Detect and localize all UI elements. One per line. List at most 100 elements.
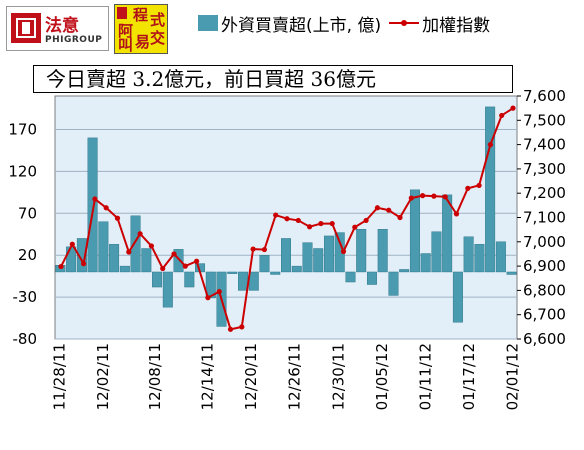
index-point [205,295,211,301]
y-left-tick-label: 170 [8,121,37,139]
index-point [318,220,324,227]
brand-mark-icon [117,7,127,19]
x-tick-label: 12/26/11 [286,343,304,410]
y-right-tick-label: 7,100 [523,209,566,227]
index-point [239,324,245,330]
bar [109,244,120,273]
bar [474,244,485,273]
bar [366,271,377,285]
index-point [92,196,98,202]
bar [356,229,367,273]
bar [506,271,517,275]
y-right-tick-label: 7,500 [523,111,566,129]
bar [119,265,130,273]
index-point [374,205,380,211]
legend-bar-label: 外資買賣超(上市, 億) [221,15,382,36]
legend-line-label: 加權指數 [422,15,491,36]
index-point [126,249,132,255]
index-point [397,214,403,221]
bar [399,269,410,273]
logo-name: 法意 [45,16,79,36]
bar [388,271,399,296]
logo-phigroup: 法意 PHIGROUP [6,6,109,51]
y-right-tick-label: 6,700 [523,306,566,324]
logo-char: 式 [150,11,166,29]
chart-subtitle: 今日賣超 3.2億元，前日買超 36億元 [33,65,513,93]
y-left-tick-label: 20 [18,246,37,264]
y-left-tick-label: -80 [13,330,38,348]
index-point [171,251,177,257]
index-point [352,224,358,230]
index-point [295,217,301,224]
seal-icon [11,13,41,43]
bar [313,248,324,273]
logo-char: 交 [150,29,166,47]
index-point [114,215,121,221]
legend-bar-swatch [198,15,218,31]
bar [463,236,474,273]
x-tick-label: 01/17/12 [460,343,478,410]
index-point [476,182,482,189]
bar [248,271,259,291]
bar [270,271,281,275]
x-tick-label: 02/01/12 [504,343,522,410]
logo-char: 易 [135,33,151,51]
y-right-tick-label: 6,600 [523,330,566,348]
index-point [58,263,64,270]
bar [184,271,195,288]
x-tick-label: 01/05/12 [373,343,391,410]
index-point [160,265,166,272]
bar [495,241,506,273]
bar [291,265,302,273]
index-point [227,326,234,332]
bar [345,271,356,283]
y-right-tick-label: 7,200 [523,184,566,202]
bar [98,221,109,273]
bar [431,231,442,273]
bar [442,194,453,273]
index-point [137,231,143,237]
index-point [453,211,460,217]
y-left-tick-label: -30 [13,288,38,306]
logo-sub: PHIGROUP [45,35,103,45]
index-point [431,193,437,199]
bar [377,229,388,273]
x-tick-label: 12/20/11 [242,343,260,410]
bar [130,215,141,273]
logo-char: 程 [133,6,149,24]
bar [141,248,152,273]
index-point [81,261,87,267]
index-point [261,246,267,253]
index-point [465,185,471,191]
logo-char: 阿 [118,22,134,40]
index-point [363,217,369,224]
legend-line-swatch [389,15,420,31]
x-tick-label: 12/08/11 [146,343,164,410]
y-left-tick-label: 120 [8,162,37,180]
chart-legend: 外資買賣超(上市, 億) 加權指數 [198,10,490,36]
y-right-tick-label: 6,800 [523,281,566,299]
x-tick-label: 12/14/11 [199,343,217,410]
index-point [250,246,256,252]
y-right-tick-label: 7,000 [523,233,566,251]
bar [281,238,291,273]
index-point [194,258,200,264]
bar [227,271,238,274]
index-point [273,212,279,218]
y-right-tick-label: 7,400 [523,136,566,154]
bar [173,249,184,273]
index-point [329,220,335,227]
index-point [284,216,290,222]
index-point [69,241,75,247]
x-tick-label: 12/30/11 [329,343,347,410]
x-tick-label: 01/11/12 [416,343,434,410]
index-point [420,193,426,199]
bar [485,106,496,273]
logo-program-trading: 程 式 阿 叫 易 交 [114,4,168,54]
index-point [510,105,516,111]
x-tick-label: 12/02/11 [94,343,112,410]
index-point [442,194,448,200]
bar [162,271,173,308]
bar [452,271,463,323]
